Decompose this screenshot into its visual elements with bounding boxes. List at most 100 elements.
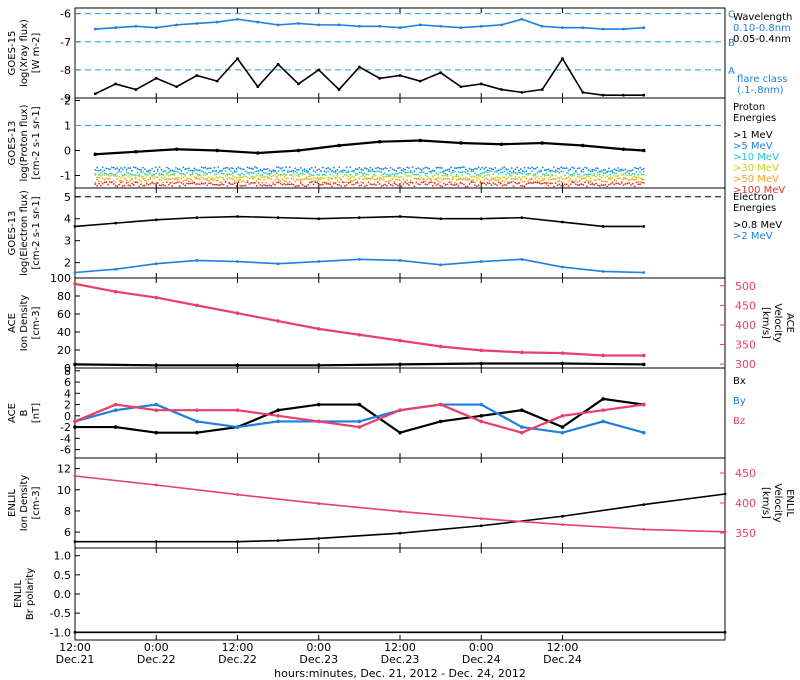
data-point-1MeV (459, 141, 463, 145)
data-point-01008nm (642, 26, 646, 30)
data-point-100MeV (534, 181, 537, 184)
data-point-10MeV (281, 170, 284, 172)
data-point-30MeV (444, 174, 447, 177)
data-point-10MeV (186, 171, 188, 174)
data-point-5MeV (607, 167, 610, 170)
data-point-50MeV (580, 178, 583, 181)
data-point-5MeV (231, 167, 234, 170)
data-point-Velocity (642, 528, 646, 531)
data-point-100MeV (501, 184, 504, 187)
data-point-100MeV (303, 185, 306, 188)
data-point-100MeV (173, 182, 176, 185)
data-point-5MeV (519, 168, 522, 170)
data-point-10MeV (136, 171, 139, 174)
data-point-50MeV (127, 181, 130, 184)
data-point-Brpolarity (723, 630, 727, 634)
data-point-Velocity (601, 353, 605, 358)
data-point-100MeV (312, 183, 315, 186)
data-point-30MeV (439, 177, 442, 179)
data-point-10MeV (268, 172, 271, 175)
data-point-10MeV (283, 173, 286, 175)
data-point-10MeV (622, 173, 625, 176)
x-tick-time: 12:00 (59, 641, 91, 654)
data-point-5MeV (123, 166, 126, 169)
data-point-10MeV (496, 170, 498, 173)
data-point-100MeV (626, 182, 629, 185)
data-point-50MeV (266, 177, 269, 180)
data-point-100MeV (349, 181, 352, 184)
data-point-30MeV (516, 173, 519, 176)
data-point-10MeV (230, 170, 232, 172)
x-tick-time: 0:00 (306, 641, 331, 654)
data-point-10MeV (325, 171, 328, 174)
data-point-10MeV (252, 172, 254, 175)
data-point-10MeV (371, 170, 374, 173)
data-point-50MeV (143, 179, 146, 182)
data-point-50MeV (497, 179, 500, 181)
y-tick-label: 2 (64, 257, 71, 270)
data-point-100MeV (299, 182, 302, 184)
data-point-2MeV (357, 257, 361, 261)
data-point-Velocity (398, 510, 402, 513)
data-point-50MeV (543, 178, 546, 181)
data-point-10MeV (336, 173, 339, 176)
y-tick-label-right: 500 (735, 280, 756, 293)
data-point-50MeV (527, 180, 530, 183)
data-point-5MeV (389, 166, 392, 169)
data-point-30MeV (253, 176, 256, 178)
data-point-10MeV (246, 172, 249, 174)
data-point-30MeV (118, 175, 121, 178)
data-point-30MeV (114, 175, 117, 177)
data-point-30MeV (347, 175, 350, 178)
data-point-100MeV (154, 184, 157, 187)
data-point-30MeV (285, 177, 287, 180)
data-point-5MeV (417, 167, 420, 169)
data-point-5MeV (209, 167, 212, 170)
data-point-By (235, 425, 240, 429)
data-point-50MeV (624, 177, 627, 180)
data-point-10MeV (296, 171, 298, 174)
data-point-5MeV (560, 166, 563, 169)
data-point-5MeV (442, 170, 445, 173)
data-point-50MeV (398, 179, 401, 182)
data-point-00504nm (398, 74, 402, 77)
data-point-10MeV (98, 173, 100, 176)
data-point-50MeV (380, 177, 383, 180)
data-point-5MeV (461, 166, 464, 169)
data-point-50MeV (125, 179, 128, 182)
data-point-50MeV (358, 177, 361, 180)
data-point-10MeV (375, 170, 377, 173)
data-point-100MeV (574, 183, 577, 186)
data-point-50MeV (496, 179, 498, 182)
data-point-100MeV (360, 184, 363, 187)
data-point-100MeV (142, 184, 144, 187)
data-point-10MeV (453, 170, 456, 173)
data-point-5MeV (176, 168, 179, 170)
data-point-100MeV (595, 182, 597, 185)
data-point-100MeV (125, 181, 128, 184)
data-point-2MeV (154, 262, 158, 266)
data-point-1MeV (418, 138, 423, 143)
data-point-10MeV (585, 173, 588, 176)
data-point-30MeV (545, 174, 548, 177)
data-point-50MeV (287, 181, 289, 184)
data-point-10MeV (301, 172, 304, 174)
data-point-10MeV (400, 172, 403, 174)
data-point-5MeV (415, 167, 418, 170)
data-point-5MeV (554, 169, 557, 172)
y-tick-label: 0.5 (54, 569, 72, 582)
data-point-30MeV (431, 175, 434, 178)
data-point-50MeV (246, 179, 249, 182)
data-point-10MeV (134, 174, 137, 177)
data-point-30MeV (264, 175, 267, 178)
data-point-Velocity (195, 303, 199, 308)
data-point-30MeV (320, 176, 322, 179)
data-point-1MeV (540, 141, 544, 145)
data-point-10MeV (446, 173, 449, 176)
data-point-Bx (520, 408, 524, 412)
data-point-100MeV (367, 181, 370, 184)
data-point-Bx (73, 425, 77, 429)
data-point-50MeV (109, 177, 111, 180)
data-point-30MeV (169, 173, 172, 176)
data-point-00504nm (175, 85, 178, 89)
